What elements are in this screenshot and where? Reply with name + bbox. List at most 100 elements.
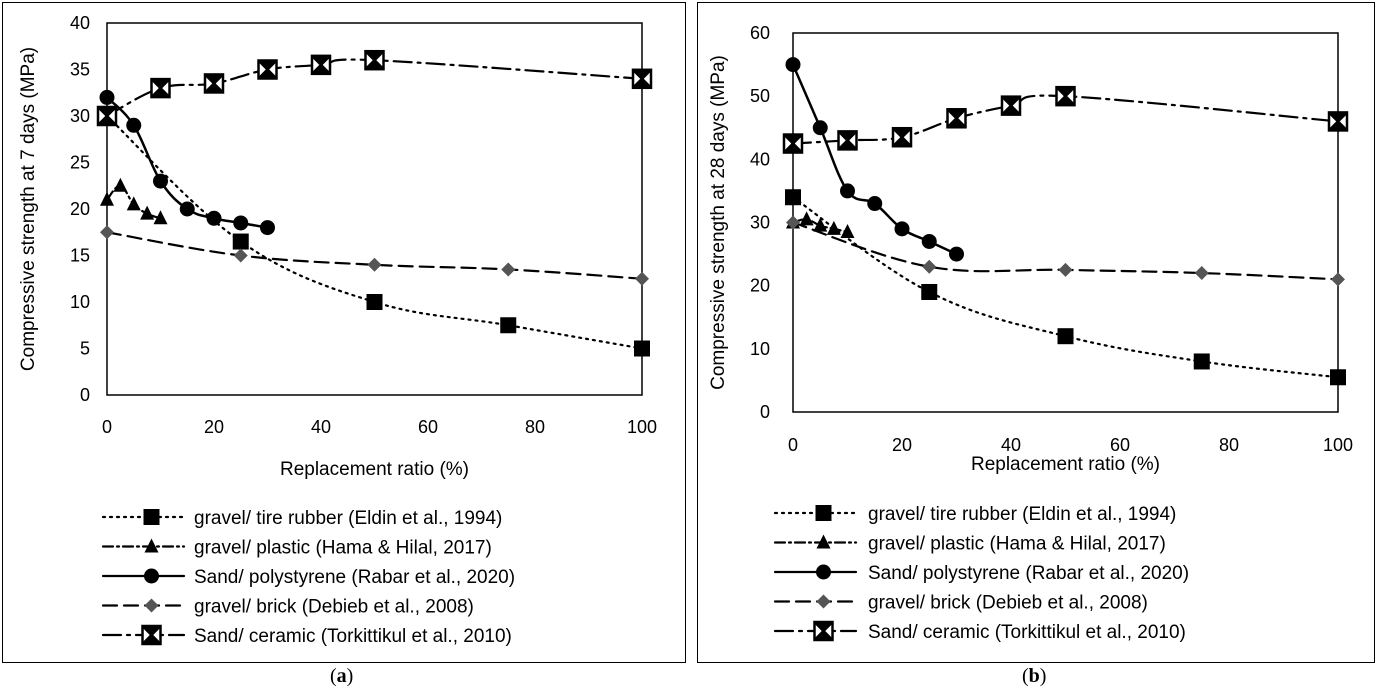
chart-b-legend-entry-1: gravel/ plastic (Hama & Hilal, 2017) bbox=[773, 534, 1166, 555]
chart-a-legend-marker-2 bbox=[144, 568, 159, 584]
chart-b-legend-label-3: gravel/ brick (Debieb et al., 2008) bbox=[868, 593, 1148, 614]
chart-b-series-2 bbox=[785, 57, 964, 262]
chart-a-legend-label-0: gravel/ tire rubber (Eldin et al., 1994) bbox=[194, 508, 502, 529]
chart-a-x-tick-3: 60 bbox=[418, 417, 438, 437]
chart-b-y-tick-1: 10 bbox=[750, 339, 770, 359]
chart-a-series-1-point-2 bbox=[126, 196, 141, 211]
chart-a-series-4-point-3 bbox=[257, 59, 278, 80]
chart-a-series-2-point-2 bbox=[153, 173, 168, 189]
chart-a-series-2-point-3 bbox=[179, 201, 195, 217]
chart-a-legend-label-2: Sand/ polystyrene (Rabar et al., 2020) bbox=[194, 567, 515, 588]
chart-b-series-2-point-2 bbox=[840, 183, 855, 199]
chart-a-series-2-point-4 bbox=[206, 210, 222, 226]
chart-a-x-axis-label: Replacement ratio (%) bbox=[280, 459, 469, 480]
chart-b-series-4-point-6 bbox=[1327, 111, 1349, 132]
chart-a-x-tick-1: 20 bbox=[204, 417, 224, 437]
chart-b-y-axis-label: Compressive strength at 28 days (MPa) bbox=[708, 55, 729, 390]
chart-b-series-0 bbox=[785, 189, 1346, 386]
chart-b-series-2-point-4 bbox=[894, 221, 910, 237]
chart-b-series-3-point-1 bbox=[922, 259, 937, 274]
chart-a-series-3-point-2 bbox=[367, 257, 382, 272]
chart-a-y-tick-7: 35 bbox=[70, 60, 90, 80]
chart-b-series-2-point-1 bbox=[812, 120, 828, 136]
chart-b-series-0-point-3 bbox=[1193, 353, 1210, 370]
chart-a-series-4-point-0 bbox=[96, 105, 118, 127]
chart-b-series-4-point-4 bbox=[1000, 95, 1022, 116]
chart-b-x-tick-2: 40 bbox=[1001, 435, 1021, 455]
chart-a-series-2-point-6 bbox=[260, 220, 275, 236]
chart-b-series-1-point-3 bbox=[826, 220, 841, 235]
chart-a-legend-entry-3: gravel/ brick (Debieb et al., 2008) bbox=[101, 597, 474, 618]
chart-a-series-4-point-5 bbox=[364, 49, 385, 71]
chart-a-y-tick-6: 30 bbox=[70, 106, 90, 126]
chart-a-series-1-point-0 bbox=[100, 191, 114, 206]
chart-b-series-0-point-4 bbox=[1330, 369, 1346, 386]
chart-a-series-1-point-1 bbox=[113, 177, 128, 192]
chart-b-series-1-point-1 bbox=[799, 211, 814, 226]
chart-a-series-4-point-4 bbox=[310, 54, 332, 76]
chart-a-series-3-point-3 bbox=[501, 262, 516, 277]
panel-b-frame bbox=[697, 2, 1375, 663]
chart-b-x-axis-label: Replacement ratio (%) bbox=[971, 454, 1160, 475]
chart-b-series-2-point-0 bbox=[785, 57, 801, 73]
panel-a-frame bbox=[2, 2, 686, 663]
chart-a-y-tick-5: 25 bbox=[70, 153, 90, 173]
chart-b-series-4-point-5 bbox=[1055, 85, 1076, 107]
chart-b-legend-entry-0: gravel/ tire rubber (Eldin et al., 1994) bbox=[773, 504, 1176, 525]
chart-b-legend-label-1: gravel/ plastic (Hama & Hilal, 2017) bbox=[868, 534, 1166, 555]
chart-a-series-1-point-3 bbox=[140, 205, 155, 220]
chart-a-series-4-point-2 bbox=[203, 73, 225, 94]
chart-a-y-tick-4: 20 bbox=[70, 199, 90, 219]
chart-a-series-2-point-1 bbox=[126, 117, 142, 133]
chart-b-series-0-point-0 bbox=[785, 189, 801, 206]
chart-a-y-tick-0: 0 bbox=[80, 385, 90, 405]
chart-a-series-3-line bbox=[105, 231, 644, 280]
chart-b-series-2-point-5 bbox=[921, 233, 937, 249]
chart-a-series-2-point-0 bbox=[99, 89, 115, 105]
chart-a-legend-marker-1 bbox=[144, 538, 159, 553]
chart-b-legend-label-0: gravel/ tire rubber (Eldin et al., 1994) bbox=[868, 504, 1176, 525]
chart-a-x-tick-2: 40 bbox=[311, 417, 331, 437]
chart-a-series-4-point-6 bbox=[631, 68, 653, 90]
chart-b-series-3-point-3 bbox=[1194, 266, 1209, 281]
chart-a-y-axis-label: Compressive strength at 7 days (MPa) bbox=[18, 47, 39, 371]
chart-a-series-3 bbox=[100, 225, 649, 286]
chart-a-y-tick-2: 10 bbox=[70, 292, 90, 312]
chart-b-series-3-point-4 bbox=[1331, 272, 1345, 287]
chart-a-legend-label-3: gravel/ brick (Debieb et al., 2008) bbox=[194, 597, 474, 618]
chart-b-y-tick-0: 0 bbox=[760, 402, 770, 422]
chart-b-legend-label-4: Sand/ ceramic (Torkittikul et al., 2010) bbox=[868, 622, 1186, 643]
chart-a-legend-marker-0 bbox=[143, 509, 160, 525]
chart-b-series-3-point-2 bbox=[1058, 262, 1073, 277]
chart-b-legend-entry-3: gravel/ brick (Debieb et al., 2008) bbox=[773, 593, 1148, 614]
chart-a-legend-marker-3 bbox=[144, 598, 159, 613]
panel-a-caption: (a) bbox=[330, 665, 354, 687]
chart-b-y-tick-3: 30 bbox=[750, 213, 770, 233]
chart-b-x-tick-4: 80 bbox=[1219, 435, 1239, 455]
chart-a-series-4-point-1 bbox=[150, 77, 171, 99]
chart-b-legend-entry-4: Sand/ ceramic (Torkittikul et al., 2010) bbox=[773, 620, 1186, 643]
chart-a-series-2 bbox=[99, 89, 275, 236]
chart-b-legend-label-2: Sand/ polystyrene (Rabar et al., 2020) bbox=[868, 563, 1189, 584]
chart-b-x-tick-3: 60 bbox=[1110, 435, 1130, 455]
chart-b-series-4-point-3 bbox=[946, 108, 967, 129]
chart-a-group: 0 5 10 15 20 25 30 35 40 0 20 40 60 80 100 Replacement … bbox=[18, 13, 657, 647]
chart-a-y-tick-1: 5 bbox=[80, 339, 90, 359]
chart-b-series-2-point-6 bbox=[949, 246, 964, 262]
chart-b-series-4-point-1 bbox=[837, 130, 858, 151]
chart-a-legend-label-4: Sand/ ceramic (Torkittikul et al., 2010) bbox=[194, 626, 512, 647]
chart-a-y-tick-3: 15 bbox=[70, 246, 90, 266]
panel-b-caption: (b) bbox=[1022, 665, 1047, 687]
chart-a-series-0-line bbox=[105, 114, 644, 350]
chart-b-x-tick-0: 0 bbox=[788, 435, 798, 455]
chart-b-legend-marker-4 bbox=[813, 620, 834, 642]
chart-a-legend-entry-4: Sand/ ceramic (Torkittikul et al., 2010) bbox=[101, 624, 512, 647]
chart-a-x-tick-5: 100 bbox=[627, 417, 657, 437]
chart-a-series-4 bbox=[96, 49, 653, 127]
chart-a-legend-entry-2: Sand/ polystyrene (Rabar et al., 2020) bbox=[101, 567, 515, 588]
chart-b-series-2-point-3 bbox=[867, 196, 883, 212]
chart-b-series-4 bbox=[782, 85, 1349, 154]
chart-b-series-0-point-1 bbox=[921, 283, 938, 300]
chart-a-series-0-point-2 bbox=[366, 294, 383, 310]
